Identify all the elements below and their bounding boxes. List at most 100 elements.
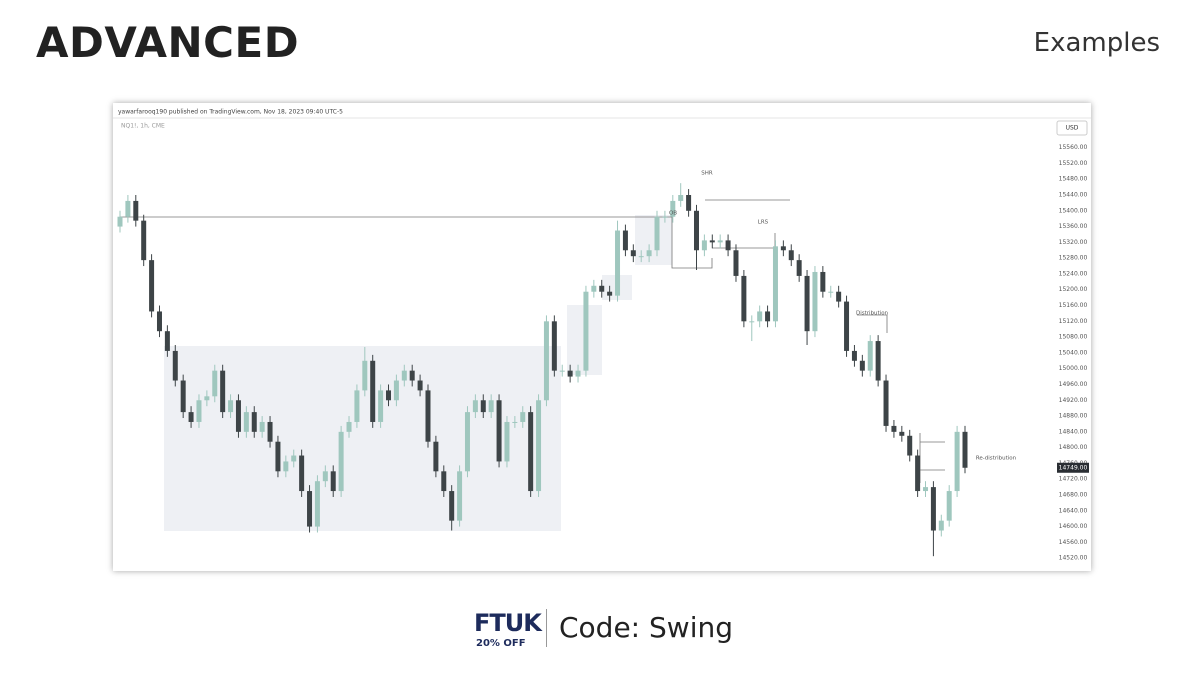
candle-body <box>496 400 502 462</box>
candle-body <box>117 216 123 227</box>
candle-body <box>338 431 344 492</box>
y-tick-label: 14560.00 <box>1059 539 1088 546</box>
y-tick-label: 14720.00 <box>1059 476 1088 483</box>
distribution-line <box>857 314 888 333</box>
candle-body <box>291 455 297 462</box>
separator <box>546 609 547 647</box>
y-tick-label: 15520.00 <box>1059 160 1088 167</box>
candle-body <box>875 341 881 381</box>
candle-body <box>362 360 368 391</box>
candle-body <box>662 216 668 218</box>
y-tick-label: 14520.00 <box>1059 555 1088 562</box>
candle-body <box>954 431 960 492</box>
candle-body <box>401 370 407 381</box>
ob-line <box>671 211 713 269</box>
candle-body <box>780 246 786 251</box>
annotation: Re-distribution <box>976 456 1017 462</box>
y-tick-label: 15160.00 <box>1059 302 1088 309</box>
candle-body <box>180 380 186 413</box>
candle-body <box>599 285 605 292</box>
candle-body <box>607 291 613 296</box>
candle-body <box>678 195 684 201</box>
candle-body <box>449 491 455 521</box>
candle-body <box>425 390 431 442</box>
candle-body <box>591 285 597 292</box>
candle-body <box>504 421 510 462</box>
y-tick-label: 15480.00 <box>1059 176 1088 183</box>
y-tick-label: 15440.00 <box>1059 192 1088 199</box>
candle-body <box>156 311 162 332</box>
y-tick-label: 14840.00 <box>1059 428 1088 435</box>
candle-body <box>836 291 842 302</box>
candle-body <box>725 240 731 251</box>
candle-body <box>765 311 771 322</box>
candle-body <box>670 200 676 217</box>
candle-body <box>701 240 707 251</box>
y-tick-label: 14640.00 <box>1059 507 1088 514</box>
candle-body <box>899 431 905 436</box>
candle-body <box>133 200 139 221</box>
candle-body <box>804 275 810 332</box>
slide-title: ADVANCED <box>36 18 300 67</box>
y-tick-label: 14880.00 <box>1059 413 1088 420</box>
candle-body <box>622 230 628 251</box>
candle-body <box>567 370 573 377</box>
candle-body <box>923 487 929 492</box>
candle-body <box>717 240 723 243</box>
candle-body <box>867 341 873 371</box>
candle-body <box>551 321 557 371</box>
candle-body <box>615 230 621 296</box>
candle-body <box>575 370 581 377</box>
candle-body <box>212 370 218 397</box>
candle-body <box>251 412 257 432</box>
candle-body <box>693 210 699 251</box>
candle-body <box>433 441 439 472</box>
candle-body <box>796 260 802 276</box>
y-tick-label: 15560.00 <box>1059 144 1088 151</box>
chart: yawarfarooq190 published on TradingView.… <box>113 109 1091 562</box>
y-tick-label: 15000.00 <box>1059 365 1088 372</box>
annotation: Distribution <box>856 311 889 317</box>
candle-body <box>891 425 897 432</box>
candle-body <box>820 271 826 292</box>
candle-body <box>464 412 470 472</box>
y-tick-label: 15400.00 <box>1059 207 1088 214</box>
candle-body <box>543 321 549 401</box>
candle-body <box>709 240 715 243</box>
candle-body <box>583 291 589 371</box>
chart-card: yawarfarooq190 published on TradingView.… <box>113 103 1091 571</box>
candle-body <box>851 350 857 361</box>
y-tick-label: 15120.00 <box>1059 318 1088 325</box>
candle-body <box>314 481 320 527</box>
candle-body <box>757 311 763 322</box>
zone <box>635 215 672 265</box>
candle-body <box>441 471 447 492</box>
candle-body <box>962 431 968 468</box>
candle-body <box>417 380 423 391</box>
y-tick-label: 14920.00 <box>1059 397 1088 404</box>
candle-body <box>828 291 834 293</box>
candle-body <box>243 412 249 432</box>
promo-code: Code: Swing <box>559 611 733 644</box>
candle-body <box>749 321 755 323</box>
candle-body <box>520 412 526 422</box>
y-tick-label: 15320.00 <box>1059 239 1088 246</box>
candle-body <box>480 400 486 413</box>
candle-body <box>472 400 478 413</box>
candle-body <box>141 220 147 261</box>
y-tick-label: 14600.00 <box>1059 523 1088 530</box>
candle-body <box>370 360 376 422</box>
candle-body <box>235 400 241 432</box>
candle-body <box>164 331 170 351</box>
y-tick-label: 14960.00 <box>1059 381 1088 388</box>
candle-body <box>457 471 463 521</box>
candle-body <box>322 471 328 482</box>
candle-body <box>188 412 194 422</box>
y-tick-label: 15240.00 <box>1059 270 1088 277</box>
candle-body <box>512 421 518 423</box>
candle-body <box>646 250 652 257</box>
redistribution-line <box>919 433 945 483</box>
candle-body <box>741 275 747 322</box>
candle-body <box>733 250 739 276</box>
